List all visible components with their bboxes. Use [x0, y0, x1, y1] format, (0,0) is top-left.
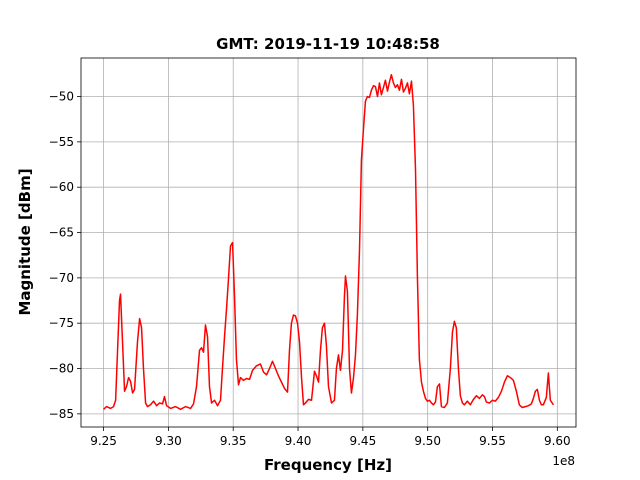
x-axis-label: Frequency [Hz]: [264, 456, 392, 474]
y-axis-label: Magnitude [dBm]: [16, 168, 34, 315]
y-tick-label: −80: [49, 362, 74, 376]
x-offset-label: 1e8: [552, 454, 575, 468]
x-tick-label: 9.35: [220, 434, 247, 448]
y-tick-label: −85: [49, 407, 74, 421]
x-tick-label: 9.40: [285, 434, 312, 448]
x-tick-label: 9.45: [349, 434, 376, 448]
x-tick-label: 9.55: [479, 434, 506, 448]
y-tick-label: −60: [49, 180, 74, 194]
data-line: [103, 74, 555, 411]
x-tick-label: 9.25: [90, 434, 117, 448]
x-tick-label: 9.30: [155, 434, 182, 448]
plot-frame: [80, 57, 577, 428]
x-tick-label: 9.50: [414, 434, 441, 448]
chart-title: GMT: 2019-11-19 10:48:58: [216, 35, 440, 53]
y-tick-label: −65: [49, 226, 74, 240]
x-tick-label: 9.60: [544, 434, 571, 448]
y-tick-label: −50: [49, 90, 74, 104]
y-tick-label: −75: [49, 316, 74, 330]
y-tick-label: −55: [49, 135, 74, 149]
y-tick-label: −70: [49, 271, 74, 285]
